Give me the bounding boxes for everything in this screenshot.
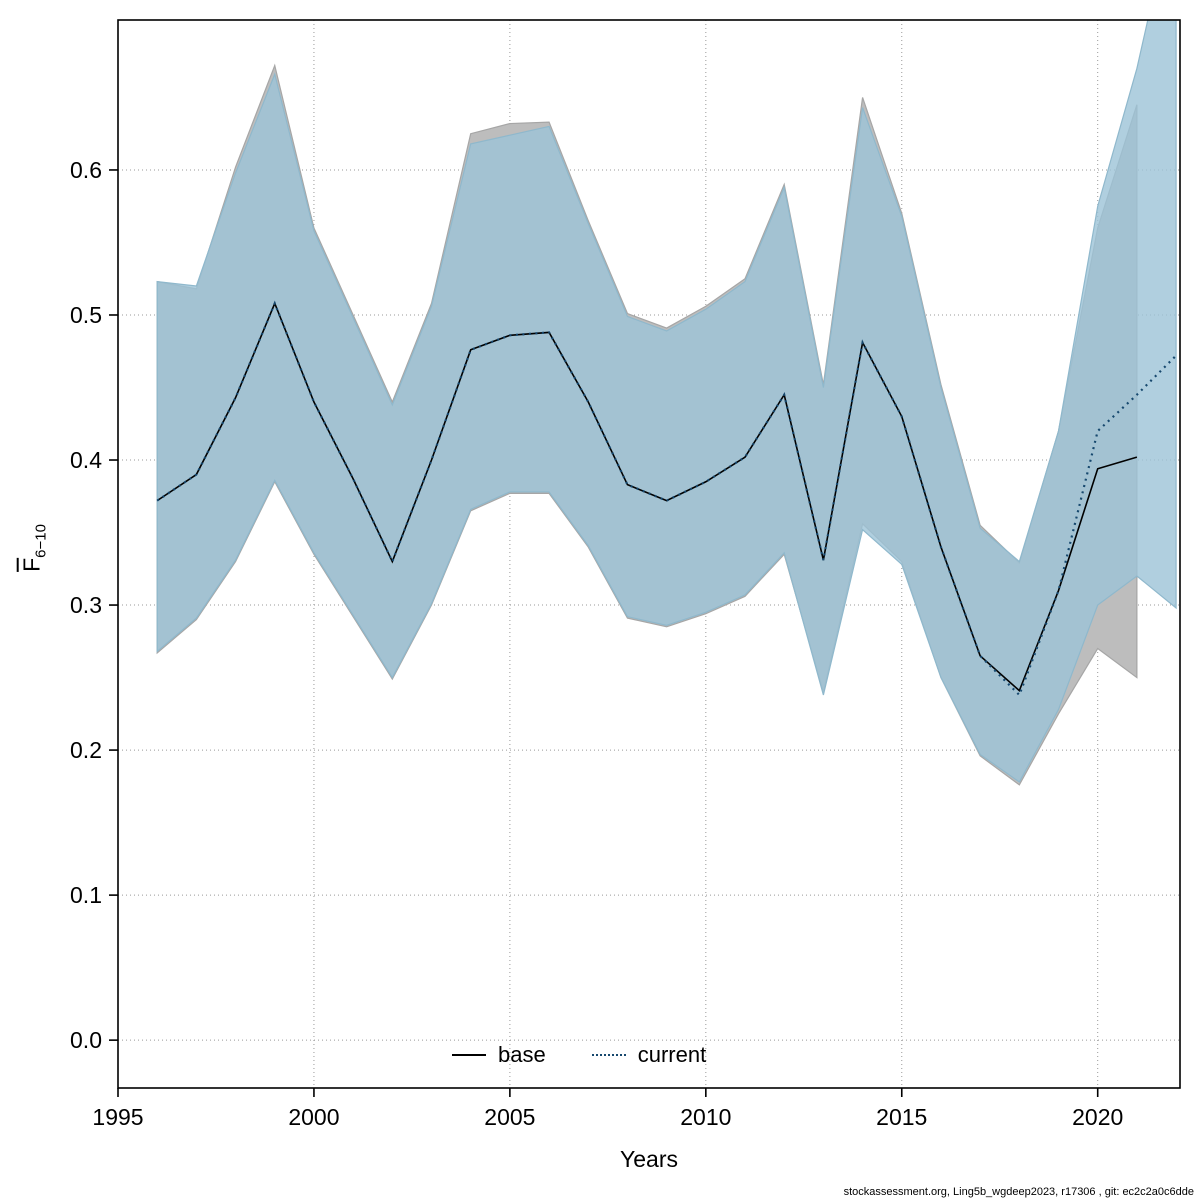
y-tick-label: 0.5 <box>70 302 102 328</box>
legend: base current <box>452 1042 706 1068</box>
x-axis-label: Years <box>620 1146 678 1172</box>
x-tick-label: 2000 <box>288 1104 339 1130</box>
legend-item-current: current <box>591 1042 707 1068</box>
legend-item-base: base <box>452 1042 546 1068</box>
x-tick-label: 1995 <box>92 1104 143 1130</box>
x-tick-label: 2020 <box>1072 1104 1123 1130</box>
y-tick-label: 0.2 <box>70 737 102 763</box>
legend-current-label: current <box>637 1042 707 1067</box>
x-tick-label: 2010 <box>680 1104 731 1130</box>
y-tick-label: 0.4 <box>70 447 102 473</box>
y-axis-label-subscript: 6−10 <box>32 524 50 558</box>
y-axis-label-main: F <box>18 557 45 572</box>
y-tick-label: 0.6 <box>70 157 102 183</box>
y-tick-label: 0.3 <box>70 592 102 618</box>
legend-current-line-sample <box>591 1054 626 1056</box>
x-tick-label: 2015 <box>876 1104 927 1130</box>
x-tick-label: 2005 <box>484 1104 535 1130</box>
series-line-base <box>156 301 1138 692</box>
y-tick-label: 0.1 <box>70 882 102 908</box>
y-axis-label: F6−10 <box>19 524 50 572</box>
legend-base-line-sample <box>452 1054 486 1056</box>
plot-border <box>117 19 1181 1089</box>
footer-provenance-text: stockassessment.org, Ling5b_wgdeep2023, … <box>843 1186 1194 1198</box>
legend-base-label: base <box>498 1042 546 1067</box>
confidence-band-current <box>156 20 1177 783</box>
y-tick-label: 0.0 <box>70 1027 102 1053</box>
